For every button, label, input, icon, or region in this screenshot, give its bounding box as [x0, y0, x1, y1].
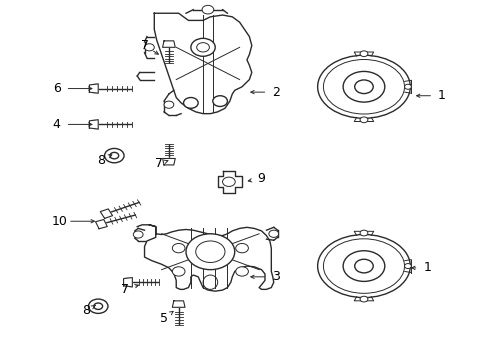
Circle shape [235, 267, 248, 276]
Ellipse shape [323, 59, 404, 114]
Circle shape [343, 71, 384, 102]
Circle shape [343, 251, 384, 282]
Ellipse shape [317, 55, 409, 118]
Circle shape [359, 51, 367, 57]
Circle shape [172, 243, 184, 253]
Polygon shape [95, 220, 107, 229]
Circle shape [404, 264, 410, 269]
Circle shape [94, 303, 102, 310]
Circle shape [354, 80, 372, 94]
Text: 1: 1 [423, 261, 430, 274]
Polygon shape [123, 278, 132, 287]
Circle shape [359, 296, 367, 302]
Polygon shape [162, 158, 175, 165]
Circle shape [163, 101, 173, 108]
Circle shape [222, 177, 235, 186]
Circle shape [88, 299, 108, 314]
Circle shape [202, 5, 213, 14]
Ellipse shape [317, 235, 409, 298]
Circle shape [212, 96, 227, 107]
Polygon shape [89, 84, 98, 93]
Polygon shape [162, 41, 175, 47]
Circle shape [185, 234, 234, 270]
Text: 7: 7 [140, 39, 148, 52]
Text: 3: 3 [272, 270, 280, 283]
Circle shape [190, 39, 215, 56]
Ellipse shape [323, 239, 404, 293]
Text: 4: 4 [53, 118, 61, 131]
Circle shape [195, 241, 224, 262]
Text: 8: 8 [82, 305, 90, 318]
Circle shape [359, 230, 367, 236]
Polygon shape [89, 120, 98, 129]
Circle shape [144, 44, 154, 51]
Polygon shape [100, 209, 112, 219]
Text: 2: 2 [272, 86, 280, 99]
Polygon shape [172, 301, 184, 307]
Circle shape [268, 230, 278, 237]
Circle shape [404, 84, 410, 89]
Circle shape [235, 243, 248, 253]
Circle shape [104, 148, 124, 163]
Ellipse shape [203, 275, 217, 289]
Text: 7: 7 [121, 283, 129, 296]
Circle shape [133, 231, 143, 238]
Circle shape [172, 267, 184, 276]
Text: 7: 7 [155, 157, 163, 170]
Text: 9: 9 [257, 172, 265, 185]
Circle shape [359, 117, 367, 123]
Circle shape [183, 98, 198, 108]
Circle shape [354, 259, 372, 273]
Text: 10: 10 [51, 215, 67, 228]
Text: 8: 8 [97, 154, 104, 167]
Text: 5: 5 [160, 311, 168, 325]
Circle shape [196, 42, 209, 52]
Circle shape [110, 152, 119, 159]
Text: 6: 6 [53, 82, 61, 95]
Text: 1: 1 [437, 89, 445, 102]
